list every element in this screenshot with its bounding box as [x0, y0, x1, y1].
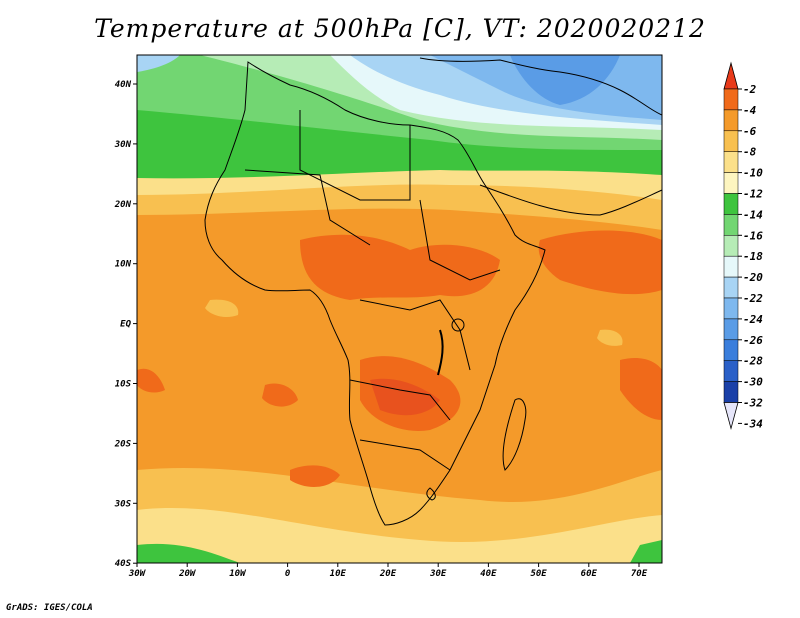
temperature-field — [137, 55, 662, 563]
x-tick-label: 20E — [379, 569, 397, 579]
colorbar-swatch — [723, 214, 739, 236]
colorbar-top-arrow — [723, 61, 739, 90]
colorbar-label: -34 — [743, 417, 763, 430]
colorbar-swatch — [723, 255, 739, 278]
colorbar-label: -4 — [743, 104, 757, 117]
colorbar-bottom-arrow — [723, 402, 739, 431]
colorbar-swatch — [723, 235, 739, 257]
colorbar-label: -2 — [743, 83, 757, 96]
x-axis: 30W 20W 10W 0 10E 20E 30E 40E 50E 60E 70E — [128, 563, 648, 579]
colorbar-swatch — [723, 172, 739, 194]
colorbar-label: -26 — [743, 334, 763, 347]
colorbar-swatch — [723, 360, 739, 382]
map-frame — [136, 54, 663, 564]
y-tick-label: 20N — [114, 200, 132, 210]
coastline-layer — [204, 57, 663, 526]
colorbar-label: -24 — [743, 313, 763, 326]
y-axis: 40N 30N 20N 10N EQ 10S 20S 30S 40S — [114, 80, 137, 569]
colorbar-label: -28 — [743, 355, 763, 368]
colorbar-label: -14 — [743, 208, 763, 221]
colorbar-swatch — [723, 130, 739, 152]
x-tick-label: 30W — [128, 569, 147, 579]
x-tick-label: 70E — [631, 569, 648, 579]
x-tick-label: 40E — [480, 569, 497, 579]
colorbar-legend: -2 -4 -6 -8 -10 -12 -14 -16 -18 -20 -22 -24 -26 -28 -3… — [723, 61, 763, 431]
x-tick-label: 50E — [530, 569, 547, 579]
colorbar-label: -10 — [743, 167, 763, 180]
colorbar-swatch — [723, 318, 739, 341]
y-tick-label: EQ — [120, 320, 131, 330]
colorbar-label: -18 — [743, 250, 763, 263]
y-tick-label: 40N — [115, 80, 132, 90]
colorbar-label: -20 — [743, 271, 763, 284]
y-tick-label: 40S — [115, 559, 132, 569]
colorbar-label: -22 — [743, 292, 763, 305]
colorbar-swatch — [723, 339, 739, 361]
x-tick-label: 10W — [229, 569, 247, 579]
x-tick-label: 20W — [178, 569, 197, 579]
footer-credit: GrADS: IGES/COLA — [6, 603, 93, 613]
y-tick-label: 30N — [114, 140, 132, 150]
colorbar-swatch — [723, 381, 739, 403]
x-tick-label: 30E — [429, 569, 447, 579]
colorbar-label: -8 — [743, 146, 757, 159]
colorbar-label: -16 — [743, 229, 763, 242]
colorbar-swatch — [723, 151, 739, 173]
colorbar-label: -12 — [743, 188, 763, 201]
colorbar-label: -30 — [743, 376, 763, 389]
x-tick-label: 0 — [285, 569, 291, 579]
y-tick-label: 10S — [115, 380, 132, 390]
x-tick-label: 10E — [330, 569, 347, 579]
colorbar-swatch — [723, 193, 739, 215]
y-tick-label: 30S — [114, 499, 132, 509]
y-tick-label: 20S — [114, 439, 132, 449]
colorbar-swatch — [723, 109, 739, 132]
colorbar-swatch — [723, 276, 739, 299]
map-title: Temperature at 500hPa [C], VT: 202002021… — [94, 14, 706, 43]
colorbar-swatch — [723, 88, 739, 111]
y-tick-label: 10N — [115, 260, 132, 270]
x-tick-label: 60E — [581, 569, 598, 579]
colorbar-label: -6 — [743, 125, 757, 138]
colorbar-label: -32 — [743, 397, 763, 410]
colorbar-swatch — [723, 297, 739, 320]
